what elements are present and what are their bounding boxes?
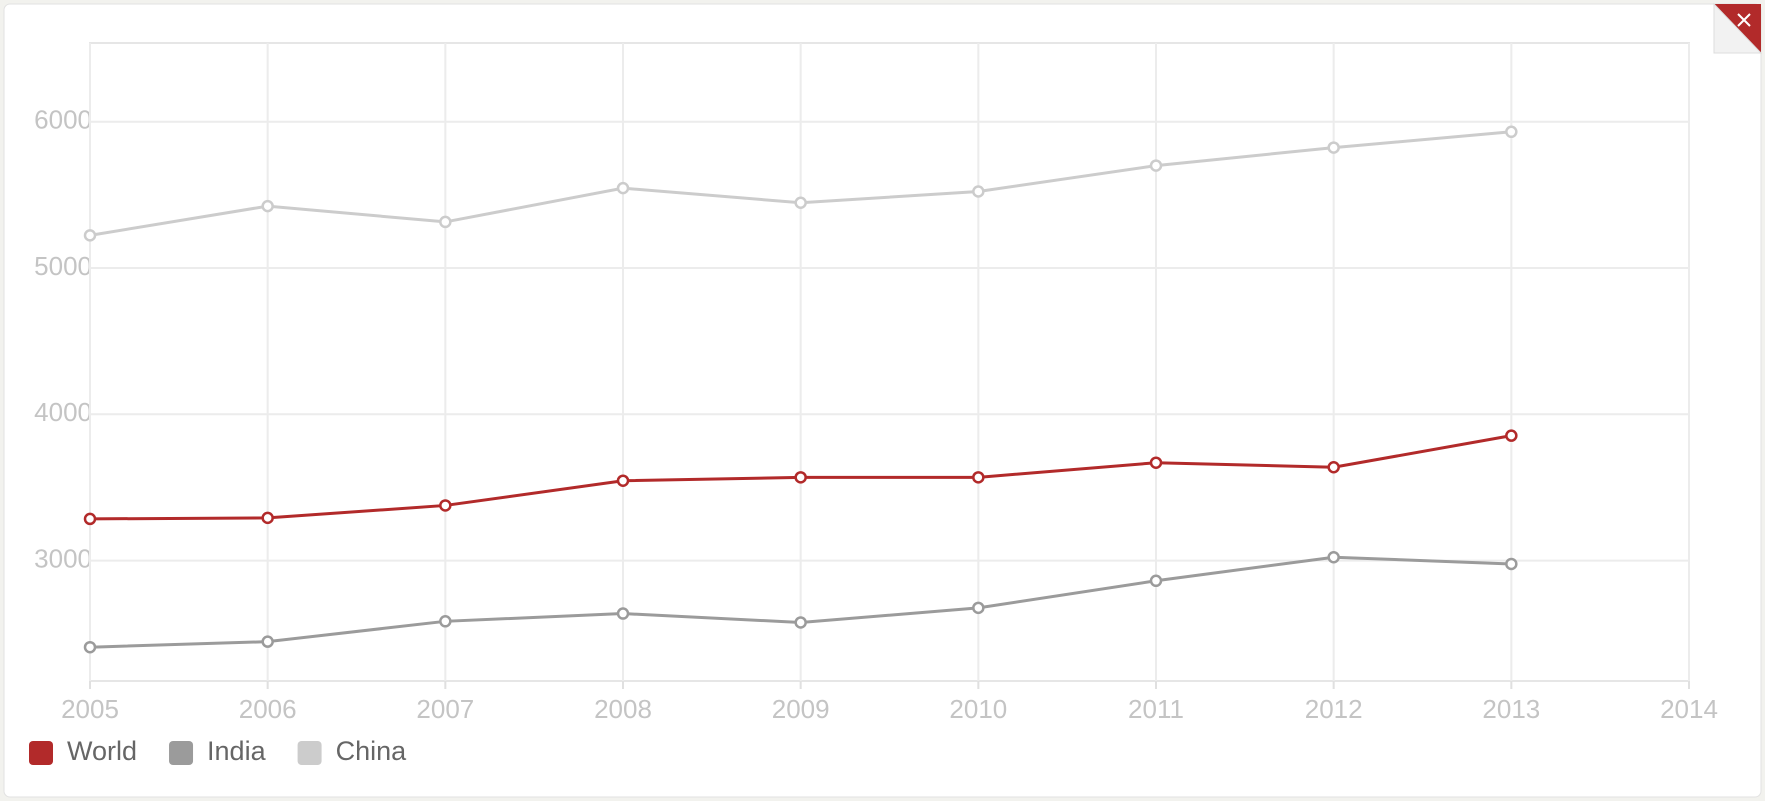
data-point xyxy=(616,607,630,620)
data-point xyxy=(83,229,97,242)
data-point xyxy=(83,512,97,526)
data-point xyxy=(794,196,807,210)
chart-frame xyxy=(3,3,1762,798)
legend-swatch xyxy=(297,741,322,765)
data-point xyxy=(1327,550,1340,564)
data-point xyxy=(972,471,985,484)
x-tick-label: 2010 xyxy=(949,694,1007,724)
data-point xyxy=(794,616,807,629)
data-point xyxy=(1327,461,1340,474)
x-tick-label: 2012 xyxy=(1305,694,1363,724)
data-point xyxy=(261,635,274,648)
data-point xyxy=(1327,141,1340,154)
corner-icon[interactable] xyxy=(1713,2,1763,54)
x-tick-label: 2006 xyxy=(239,694,297,724)
data-point xyxy=(261,199,274,213)
data-point xyxy=(972,601,985,615)
data-point xyxy=(83,640,97,654)
data-point xyxy=(1505,125,1518,139)
x-tick-label: 2007 xyxy=(416,694,474,724)
y-tick-label: 5000 xyxy=(34,251,92,281)
legend-label: World xyxy=(67,736,137,766)
x-tick-label: 2011 xyxy=(1128,694,1184,724)
data-point xyxy=(1149,574,1163,588)
y-tick-label: 4000 xyxy=(34,397,92,427)
data-point xyxy=(616,474,630,487)
data-point xyxy=(1505,429,1518,442)
data-point xyxy=(1149,456,1163,469)
x-tick-label: 2014 xyxy=(1660,694,1718,724)
legend-label: India xyxy=(207,736,267,766)
data-point xyxy=(972,185,985,198)
x-tick-label: 2009 xyxy=(772,694,830,724)
data-point xyxy=(261,511,274,525)
data-point xyxy=(1505,557,1518,571)
data-point xyxy=(1149,159,1163,172)
x-tick-label: 2008 xyxy=(594,694,652,724)
data-point xyxy=(439,499,452,512)
legend-swatch xyxy=(29,741,53,765)
x-tick-label: 2013 xyxy=(1482,694,1540,724)
legend-swatch xyxy=(169,741,194,765)
data-point xyxy=(616,181,630,195)
y-tick-label: 6000 xyxy=(34,105,92,135)
data-point xyxy=(794,471,807,484)
y-tick-label: 3000 xyxy=(34,543,92,573)
x-tick-label: 2005 xyxy=(61,694,119,724)
data-point xyxy=(439,215,452,229)
data-point xyxy=(439,615,452,628)
legend-label: China xyxy=(336,736,408,766)
